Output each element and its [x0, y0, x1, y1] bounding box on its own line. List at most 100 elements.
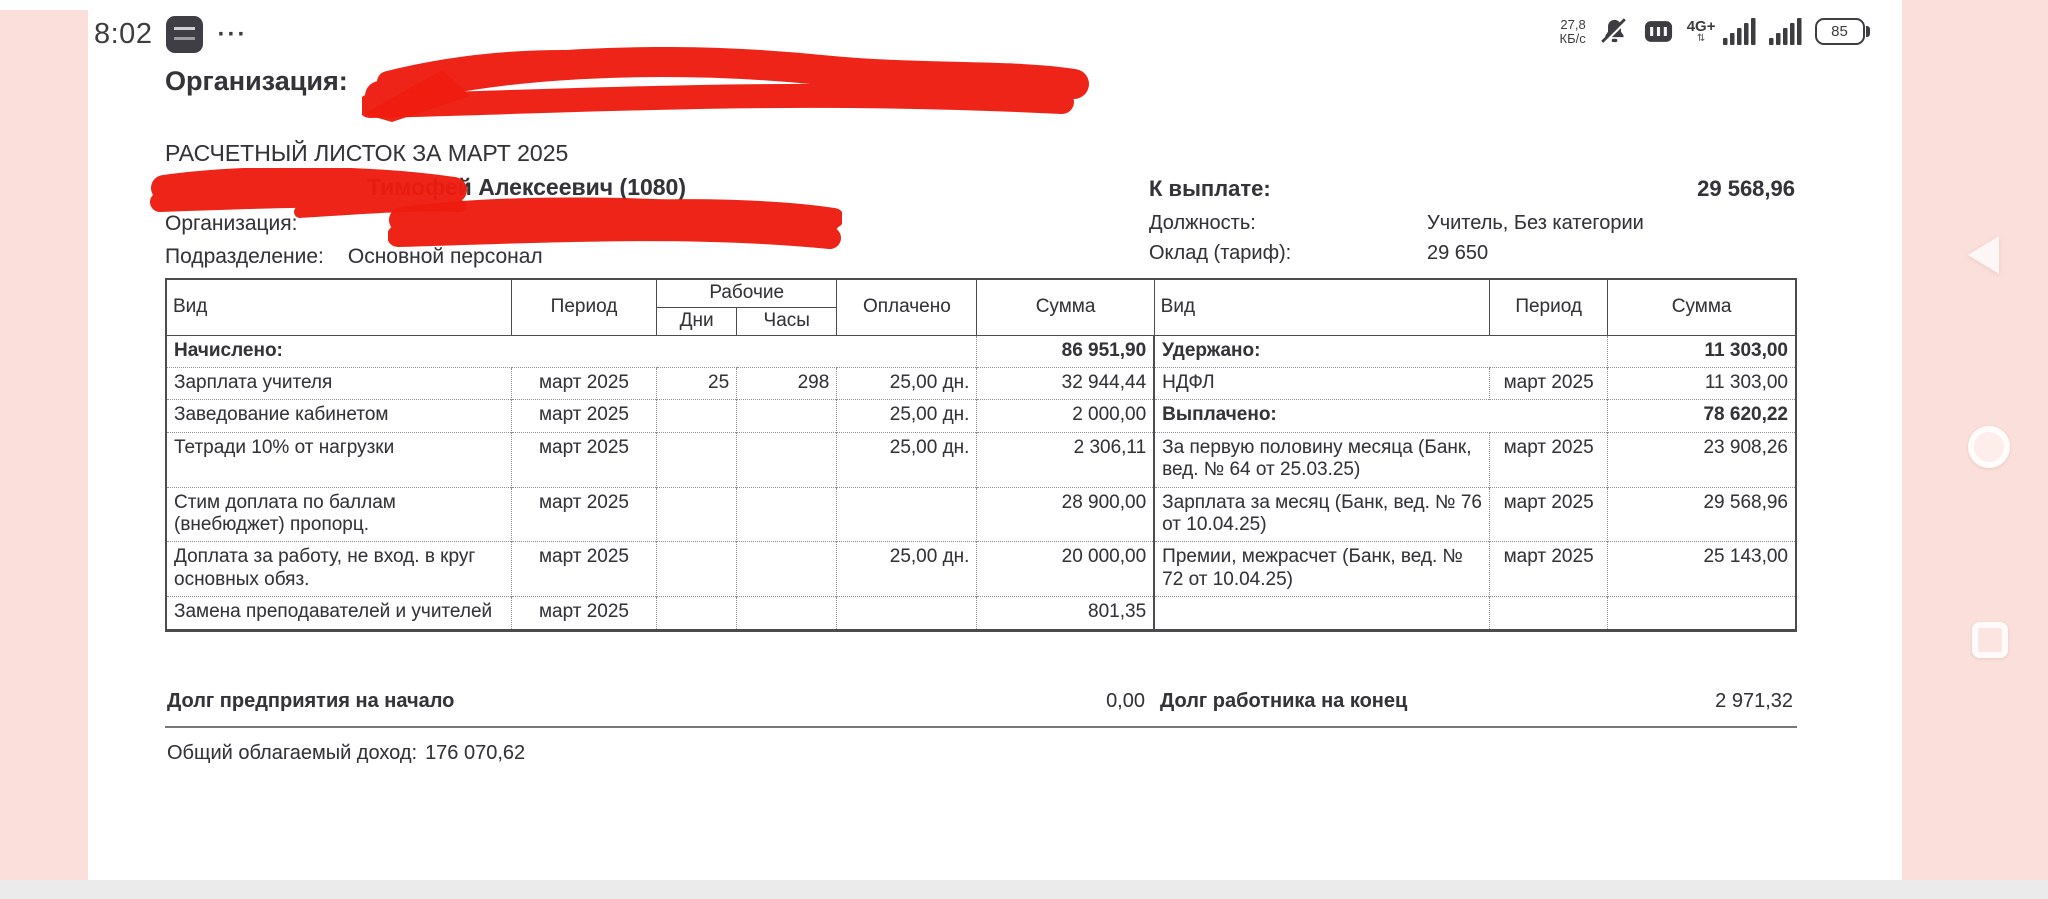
payout-value: 29 568,96 [1697, 176, 1795, 201]
cell-paid: 25,00 дн. [836, 541, 977, 597]
network-speed-label: 27,8 КБ/с [1560, 18, 1586, 45]
mute-icon [1600, 18, 1628, 45]
cell-hours [736, 486, 837, 542]
status-bar-left: 8:02 ··· [94, 16, 247, 53]
col-header-hours: Часы [736, 306, 838, 336]
cell-sum: 28 900,00 [976, 486, 1155, 542]
payslip-photo: Организация: РАСЧЕТНЫЙ ЛИСТОК ЗА МАРТ 20… [165, 0, 1797, 880]
cell-period: март 2025 [510, 399, 657, 433]
cell-paidout-sum: 78 620,22 [1607, 399, 1796, 433]
taxable-income-value: 176 070,62 [425, 742, 526, 764]
cell-days: 25 [656, 366, 737, 400]
app-icon-glyph [174, 27, 196, 40]
cell-days [656, 399, 737, 433]
table-row: Стим доплата по баллам (внебюджет) пропо… [165, 486, 1796, 542]
cell-sum2: 23 908,26 [1607, 431, 1796, 488]
cell-period: март 2025 [510, 541, 657, 597]
col-header-kind2: Вид [1153, 278, 1491, 336]
cell-days [656, 596, 737, 631]
cell-sum: 801,35 [976, 596, 1155, 631]
cell-paid: 25,00 дн. [836, 431, 977, 488]
back-icon[interactable] [1968, 236, 1999, 274]
cell-sum2 [1607, 596, 1796, 631]
home-icon[interactable] [1968, 426, 2010, 468]
battery-indicator: 85 [1814, 18, 1870, 45]
network-speed-unit: КБ/с [1559, 30, 1586, 46]
table-row: Доплата за работу, не вход. в круг основ… [165, 541, 1796, 597]
cell-kind: Зарплата учителя [165, 366, 512, 400]
col-header-period: Период [510, 278, 658, 336]
cell-sum2: 29 568,96 [1607, 486, 1796, 542]
col-header-days: Дни [656, 306, 738, 336]
table-row: Тетради 10% от нагрузки март 2025 25,00 … [165, 431, 1796, 488]
table-row: Замена преподавателей и учителей март 20… [165, 596, 1796, 631]
department-value: Основной персонал [347, 245, 543, 268]
cell-kind2: Зарплата за месяц (Банк, вед. № 76 от 10… [1153, 486, 1490, 542]
photo-margin-bottom [0, 880, 2048, 899]
cell-accrued-label: Начислено: [165, 334, 977, 368]
cell-withheld-label: Удержано: [1153, 334, 1608, 368]
department-label: Подразделение: [165, 245, 324, 268]
cell-sum: 2 000,00 [976, 399, 1155, 433]
network-type-label: 4G+ [1686, 18, 1716, 35]
cell-period2: март 2025 [1489, 366, 1608, 400]
cell-sum2: 25 143,00 [1607, 541, 1796, 597]
table-row-totals: Начислено: 86 951,90 Удержано: 11 303,00 [165, 334, 1796, 368]
cell-period2: март 2025 [1489, 431, 1608, 488]
cell-days [656, 541, 737, 597]
cell-sum: 32 944,44 [976, 366, 1155, 400]
salary-value: 29 650 [1427, 242, 1489, 264]
app-icon [166, 16, 204, 53]
position-label: Должность: [1149, 212, 1256, 234]
cell-accrued-sum: 86 951,90 [976, 334, 1155, 368]
cell-paid [836, 596, 977, 631]
battery-tip [1866, 26, 1870, 37]
cell-period: март 2025 [510, 366, 657, 400]
cell-sum: 2 306,11 [976, 431, 1155, 488]
debt-employee-label: Долг работника на конец [1160, 690, 1408, 712]
col-header-kind: Вид [165, 278, 512, 336]
cell-paid: 25,00 дн. [836, 366, 977, 400]
cell-hours [736, 399, 837, 433]
volte-icon [1644, 21, 1672, 42]
cell-days [656, 431, 737, 488]
summary-block: К выплате: 29 568,96 Должность: Учитель,… [1149, 176, 1797, 274]
employee-name: Тимофей Алексеевич (1080) [367, 174, 687, 200]
cell-hours: 298 [736, 366, 837, 400]
network-speed-value: 27,8 [1560, 16, 1586, 32]
debt-company-label: Долг предприятия на начало [167, 690, 455, 712]
cell-period2: март 2025 [1489, 541, 1608, 597]
cell-kind: Стим доплата по баллам (внебюджет) пропо… [165, 486, 512, 542]
table-row: Заведование кабинетом март 2025 25,00 дн… [165, 399, 1796, 433]
recents-icon[interactable] [1972, 622, 2008, 658]
col-header-working: Рабочие [656, 278, 838, 308]
position-value: Учитель, Без категории [1427, 212, 1644, 234]
cell-sum: 20 000,00 [976, 541, 1155, 597]
cell-hours [736, 596, 837, 631]
battery-level: 85 [1814, 18, 1865, 45]
col-header-sum2: Сумма [1607, 278, 1797, 336]
table-row: Зарплата учителя март 2025 25 298 25,00 … [165, 366, 1796, 400]
cell-hours [736, 431, 837, 488]
network-type: 4G+ ⇅ [1687, 19, 1716, 44]
cell-kind: Заведование кабинетом [165, 399, 512, 433]
debt-summary-row: Долг предприятия на начало 0,00 Долг раб… [165, 690, 1797, 728]
cell-period: март 2025 [510, 596, 657, 631]
debt-company-value: 0,00 [1106, 690, 1145, 712]
col-header-paid: Оплачено [836, 278, 978, 336]
col-header-sum: Сумма [976, 278, 1155, 336]
cell-sum2: 11 303,00 [1607, 366, 1796, 400]
debt-employee-value: 2 971,32 [1715, 690, 1793, 712]
cell-kind2: Премии, межрасчет (Банк, вед. № 72 от 10… [1153, 541, 1490, 597]
department-line: Подразделение: Основной персонал [165, 245, 543, 269]
cell-kind: Тетради 10% от нагрузки [165, 431, 512, 488]
cell-hours [736, 541, 837, 597]
cell-days [656, 486, 737, 542]
signal-bars-2-icon [1768, 18, 1801, 45]
org-label: Организация: [165, 212, 298, 235]
clock-label: 8:02 [94, 18, 153, 50]
status-bar-right: 27,8 КБ/с 4G+ ⇅ 85 [1560, 16, 1870, 47]
cell-period: март 2025 [510, 431, 657, 488]
taxable-income-label: Общий облагаемый доход: [167, 742, 418, 764]
